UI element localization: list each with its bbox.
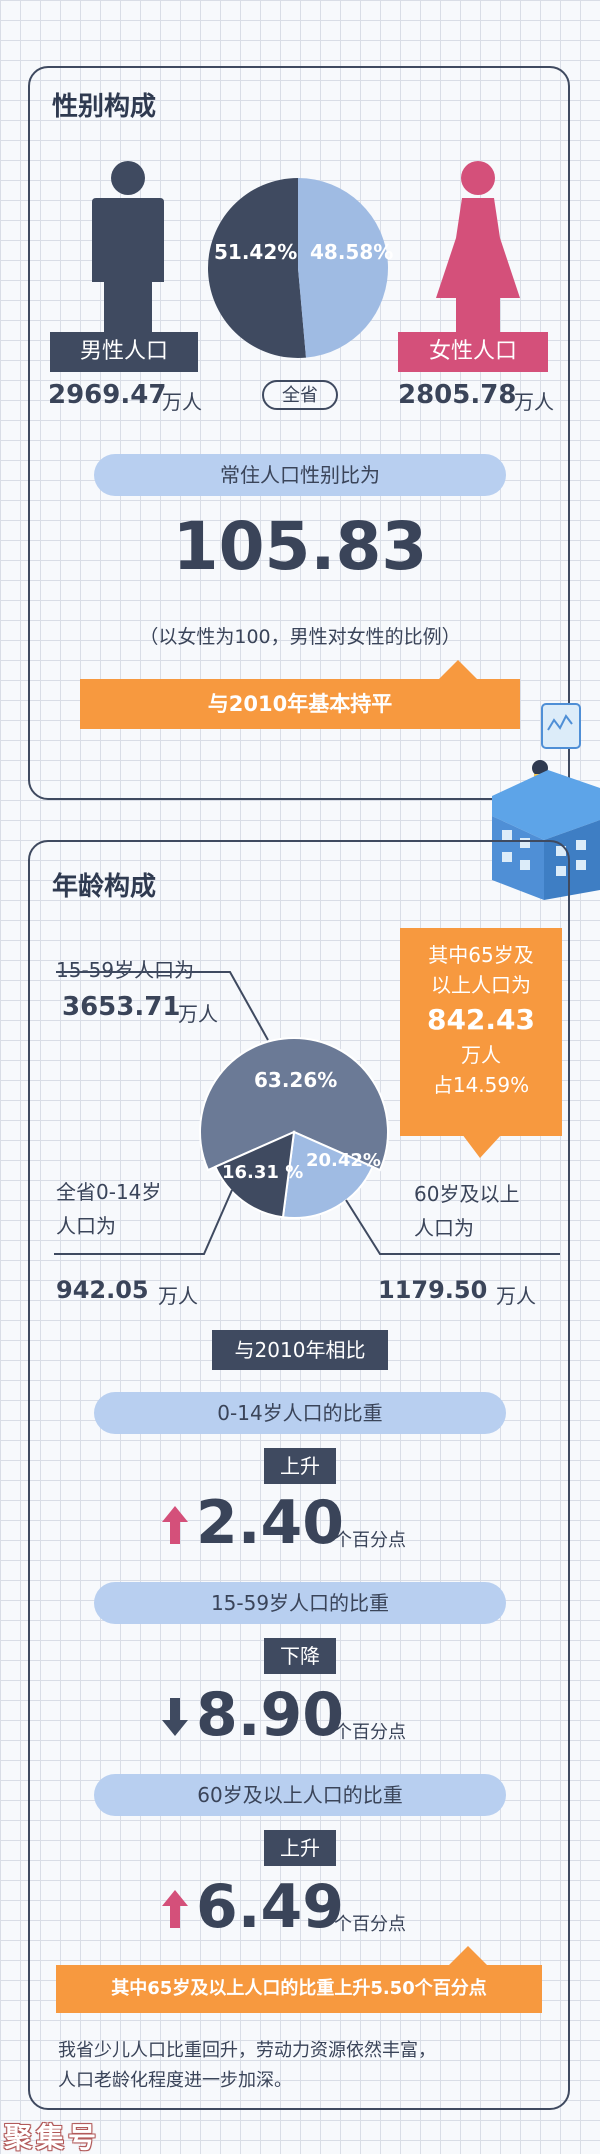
pie-slice-working-age xyxy=(199,1037,389,1172)
compare-item-label-2: 60岁及以上人口的比重 xyxy=(94,1774,506,1816)
callout-line2: 以上人口为 xyxy=(431,973,531,997)
compare-item-value-1: 8.90 xyxy=(196,1680,345,1750)
down-arrow-icon xyxy=(162,1698,188,1736)
male-value: 2969.47 xyxy=(48,380,167,410)
gender-pie-chart xyxy=(208,178,389,358)
pct-working-age: 63.26% xyxy=(254,1068,338,1092)
watermark: 聚集号 xyxy=(4,2121,101,2154)
pie-female-pct: 48.58% xyxy=(310,240,394,264)
callout-value: 842.43 xyxy=(426,1003,536,1036)
compare-item-value-2: 6.49 xyxy=(196,1872,345,1942)
elder-unit: 万人 xyxy=(496,1284,536,1308)
working-age-unit: 万人 xyxy=(178,1002,218,1026)
compare-item-unit-0: 个百分点 xyxy=(334,1530,406,1551)
elder-value: 1179.50 xyxy=(378,1276,488,1304)
up-arrow-icon xyxy=(162,1890,188,1928)
callout-pointer-icon xyxy=(462,1134,502,1158)
working-age-value: 3653.71 xyxy=(62,992,181,1022)
sex-ratio-note: （以女性为100，男性对女性的比例） xyxy=(139,626,461,648)
female-label: 女性人口 xyxy=(398,332,548,372)
compare-item-label-1: 15-59岁人口的比重 xyxy=(94,1582,506,1624)
female-unit: 万人 xyxy=(514,390,554,414)
elder-65-banner: 其中65岁及以上人口的比重上升5.50个百分点 xyxy=(56,1965,542,2013)
banner-notch-icon xyxy=(448,1946,488,1966)
age-card xyxy=(28,840,570,2110)
age-section-title: 年龄构成 xyxy=(52,872,157,902)
province-badge: 全省 xyxy=(262,380,338,410)
compare-item-unit-1: 个百分点 xyxy=(334,1722,406,1743)
summary-line2: 人口老龄化程度进一步加深。 xyxy=(58,2070,292,2091)
sex-ratio-value: 105.83 xyxy=(172,508,428,585)
building-icon xyxy=(492,703,600,900)
child-label-line1: 全省0-14岁 xyxy=(56,1180,162,1204)
pie-slice-female xyxy=(298,178,389,358)
gender-section-title: 性别构成 xyxy=(52,92,157,122)
compare-item-value-0: 2.40 xyxy=(196,1488,345,1558)
elder-label-line1: 60岁及以上 xyxy=(414,1182,520,1206)
up-arrow-icon xyxy=(162,1506,188,1544)
compare-item-direction-0: 上升 xyxy=(264,1448,336,1484)
pie-slice-male xyxy=(208,178,307,358)
compare-item-direction-1: 下降 xyxy=(264,1638,336,1674)
compare-item-label-0: 0-14岁人口的比重 xyxy=(94,1392,506,1434)
pct-child: 16.31 % xyxy=(222,1162,304,1183)
female-value: 2805.78 xyxy=(398,380,517,410)
pct-elder: 20.42% xyxy=(306,1150,381,1171)
elder-65-callout: 其中65岁及 以上人口为 842.43 万人 占14.59% xyxy=(400,928,562,1136)
gender-card xyxy=(28,66,570,800)
compare-header: 与2010年相比 xyxy=(212,1330,388,1370)
callout-pct: 占14.59% xyxy=(432,1073,530,1097)
sex-ratio-label: 常住人口性别比为 xyxy=(94,454,506,496)
child-value: 942.05 xyxy=(56,1276,149,1304)
female-figure-icon xyxy=(436,161,520,334)
child-label-line2: 人口为 xyxy=(56,1214,116,1238)
callout-line1: 其中65岁及 xyxy=(428,943,534,967)
male-unit: 万人 xyxy=(162,390,202,414)
compare-item-direction-2: 上升 xyxy=(264,1830,336,1866)
pie-slice-elder xyxy=(281,1130,374,1219)
summary-line1: 我省少儿人口比重回升，劳动力资源依然丰富， xyxy=(58,2040,436,2061)
callout-unit: 万人 xyxy=(461,1043,501,1067)
pie-slice-child xyxy=(214,1130,296,1219)
male-figure-icon xyxy=(92,161,164,334)
working-age-label: 15-59岁人口为 xyxy=(56,958,195,982)
age-pie-chart xyxy=(199,1037,389,1219)
banner-notch-icon xyxy=(438,660,478,680)
pie-male-pct: 51.42% xyxy=(214,240,298,264)
compare-item-unit-2: 个百分点 xyxy=(334,1914,406,1935)
elder-label-line2: 人口为 xyxy=(414,1216,474,1240)
male-label: 男性人口 xyxy=(50,332,198,372)
child-unit: 万人 xyxy=(158,1284,198,1308)
compare-2010-banner: 与2010年基本持平 xyxy=(80,679,520,729)
